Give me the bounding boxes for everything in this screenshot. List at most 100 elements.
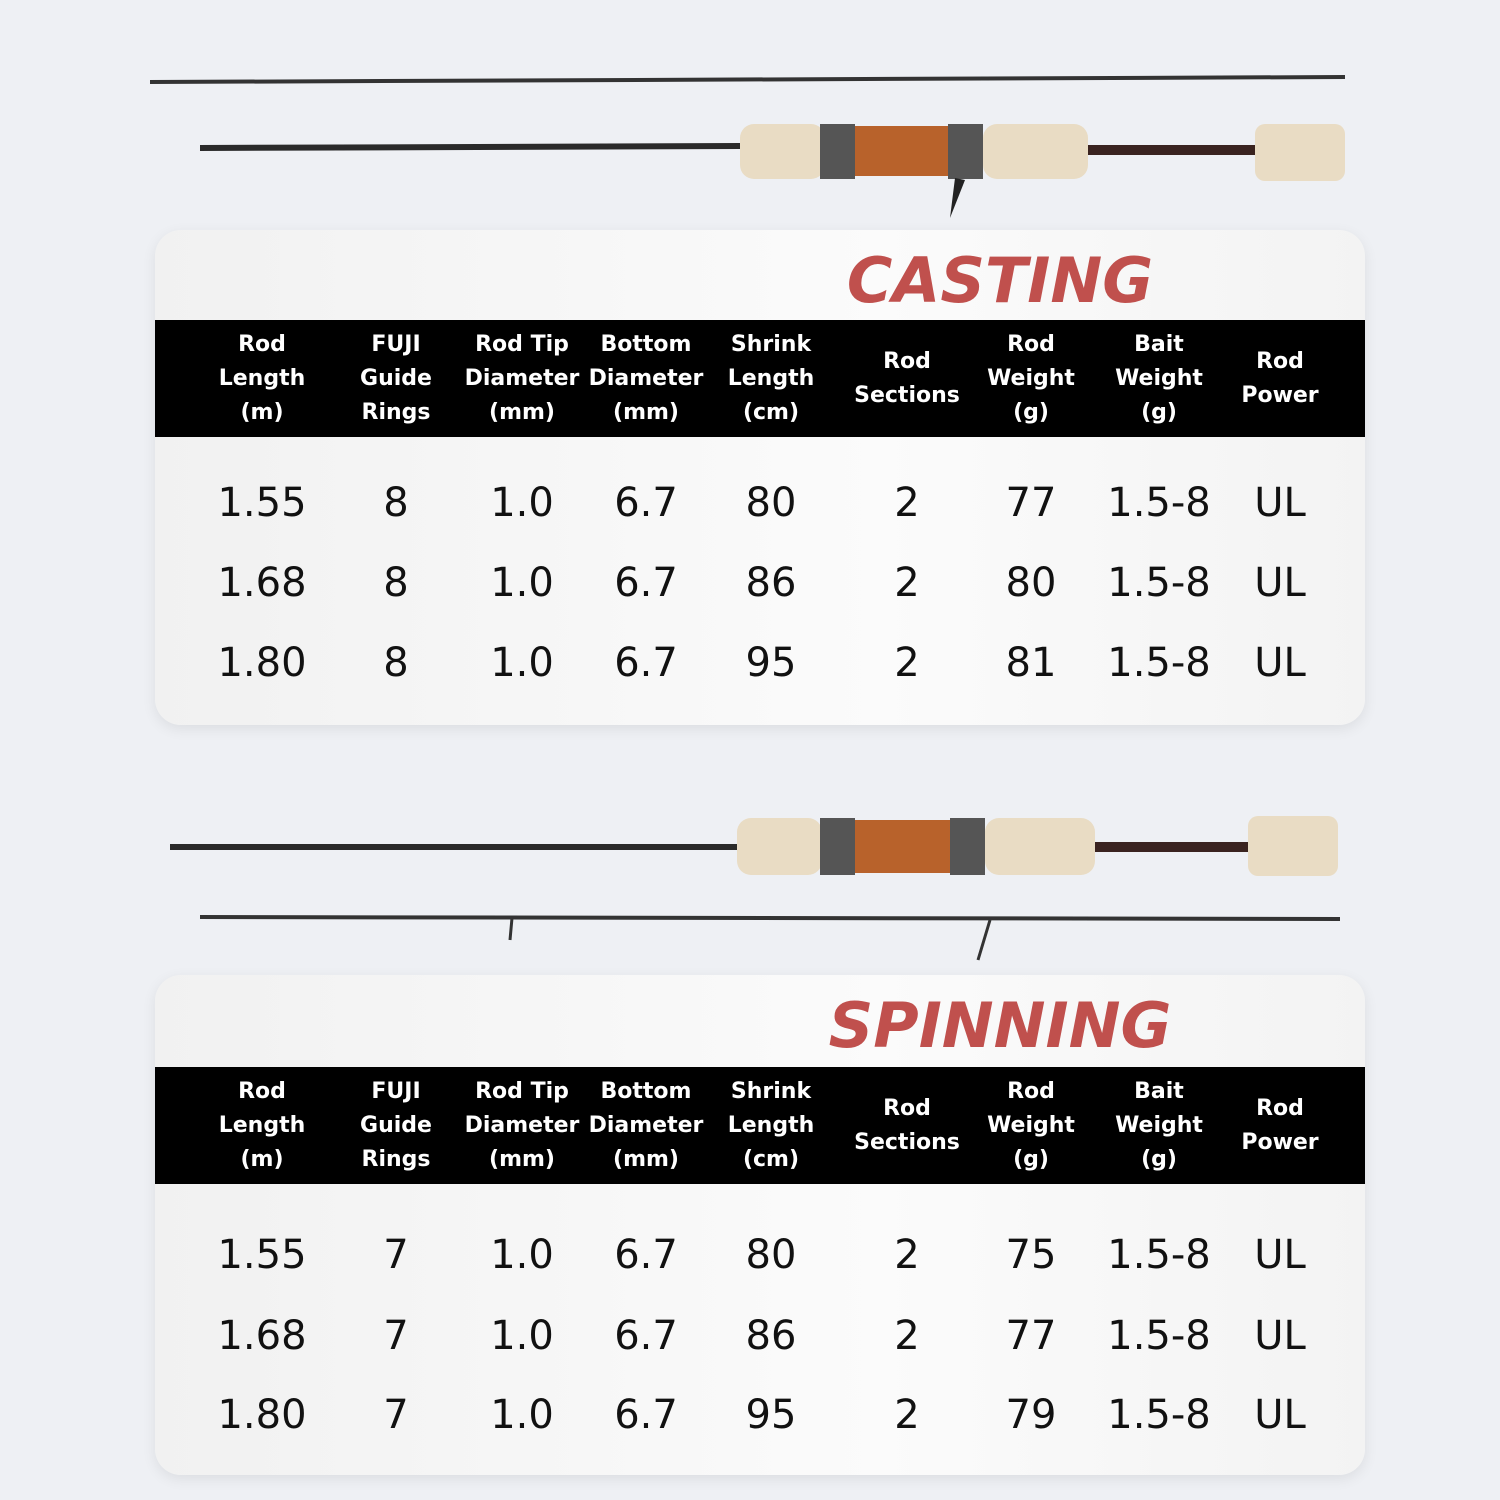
data-cell: 2 — [894, 560, 920, 606]
header-line: Guide — [360, 1112, 432, 1138]
header-line: Rod — [1256, 348, 1304, 374]
data-cell: UL — [1254, 1392, 1306, 1438]
data-cell: 6.7 — [614, 1392, 678, 1438]
header-line: Guide — [360, 365, 432, 391]
header-cell: Rod Sections — [842, 1067, 972, 1184]
casting-rod — [149, 75, 1346, 218]
header-cell: Rod Sections — [842, 320, 972, 437]
header-line: Rod — [238, 1078, 286, 1104]
header-cell: Rod Length (m) — [197, 1067, 327, 1184]
data-cell: 2 — [894, 640, 920, 686]
data-cell: 1.0 — [490, 640, 554, 686]
header-cell: Bait Weight (g) — [1094, 1067, 1224, 1184]
header-cell: Rod Weight (g) — [966, 320, 1096, 437]
header-line: (m) — [240, 399, 284, 425]
header-line: Length — [218, 365, 306, 391]
data-cell: 1.80 — [217, 1392, 307, 1438]
header-line: Sections — [854, 1129, 960, 1155]
data-cell: UL — [1254, 1313, 1306, 1359]
data-cell: 95 — [745, 640, 797, 686]
data-cell: 77 — [1005, 1313, 1057, 1359]
casting-card: CASTING Rod Length (m) FUJI Guide Rings Rod Tip… — [155, 230, 1365, 725]
header-line: Weight — [987, 365, 1075, 391]
header-line: Bait — [1134, 331, 1184, 357]
header-line: Length — [727, 365, 815, 391]
header-bar: Rod Length (m) FUJI Guide Rings Rod Tip Diamete… — [155, 320, 1365, 437]
header-line: Shrink — [730, 1078, 812, 1104]
header-line: Bottom — [600, 331, 692, 357]
header-line: (g) — [1141, 399, 1177, 425]
data-cell: 2 — [894, 480, 920, 526]
data-cell: 81 — [1005, 640, 1057, 686]
header-line: Rod — [1256, 1095, 1304, 1121]
header-line: Rod — [238, 331, 286, 357]
data-cell: 1.5-8 — [1107, 480, 1211, 526]
data-cell: 1.5-8 — [1107, 1313, 1211, 1359]
header-line: Weight — [987, 1112, 1075, 1138]
data-cell: 80 — [745, 480, 797, 526]
header-cell: Rod Length (m) — [197, 320, 327, 437]
data-cell: 2 — [894, 1392, 920, 1438]
header-line: (cm) — [742, 399, 800, 425]
table-title: CASTING — [846, 244, 1154, 317]
data-cell: 2 — [894, 1313, 920, 1359]
header-line: Length — [727, 1112, 815, 1138]
data-cell: 1.0 — [490, 1392, 554, 1438]
data-cell: 1.55 — [217, 1232, 307, 1278]
data-cell: 1.0 — [490, 480, 554, 526]
data-cell: UL — [1254, 480, 1306, 526]
header-cell: Rod Tip Diameter (mm) — [457, 320, 587, 437]
header-line: Diameter — [588, 365, 704, 391]
header-cell: FUJI Guide Rings — [331, 1067, 461, 1184]
header-line: (mm) — [613, 1146, 679, 1172]
data-cell: 1.5-8 — [1107, 640, 1211, 686]
data-cell: 1.55 — [217, 480, 307, 526]
header-line: FUJI — [371, 331, 421, 357]
data-cell: 6.7 — [614, 1232, 678, 1278]
header-line: Rod Tip — [475, 1078, 569, 1104]
data-cell: 79 — [1005, 1392, 1057, 1438]
header-line: (mm) — [489, 399, 555, 425]
header-line: Diameter — [588, 1112, 704, 1138]
header-line: Diameter — [464, 1112, 580, 1138]
data-cell: 8 — [383, 560, 409, 606]
data-cell: 86 — [745, 560, 797, 606]
header-line: (g) — [1141, 1146, 1177, 1172]
header-line: (m) — [240, 1146, 284, 1172]
data-cell: 75 — [1005, 1232, 1057, 1278]
header-line: Weight — [1115, 365, 1203, 391]
data-cell: 7 — [383, 1313, 409, 1359]
spinning-rod — [170, 816, 1341, 961]
header-line: Bait — [1134, 1078, 1184, 1104]
header-line: Sections — [854, 382, 960, 408]
header-cell: FUJI Guide Rings — [331, 320, 461, 437]
data-cell: 1.5-8 — [1107, 1232, 1211, 1278]
data-cell: 77 — [1005, 480, 1057, 526]
header-cell: Shrink Length (cm) — [706, 1067, 836, 1184]
data-cell: 1.0 — [490, 1313, 554, 1359]
header-line: (mm) — [489, 1146, 555, 1172]
data-cell: 80 — [1005, 560, 1057, 606]
header-line: Rod — [1007, 1078, 1055, 1104]
header-cell: Rod Tip Diameter (mm) — [457, 1067, 587, 1184]
data-cell: 1.68 — [217, 1313, 307, 1359]
data-cell: 8 — [383, 640, 409, 686]
data-cell: 95 — [745, 1392, 797, 1438]
header-line: Rings — [361, 399, 431, 425]
header-line: Rod — [883, 1095, 931, 1121]
data-cell: 6.7 — [614, 560, 678, 606]
data-cell: 1.68 — [217, 560, 307, 606]
header-bar: Rod Length (m) FUJI Guide Rings Rod Tip Diamete… — [155, 1067, 1365, 1184]
header-line: Weight — [1115, 1112, 1203, 1138]
header-line: (g) — [1013, 399, 1049, 425]
data-cell: 7 — [383, 1232, 409, 1278]
header-cell: Bottom Diameter (mm) — [581, 320, 711, 437]
data-cell: 1.80 — [217, 640, 307, 686]
header-cell: Bottom Diameter (mm) — [581, 1067, 711, 1184]
header-line: Length — [218, 1112, 306, 1138]
spinning-card: SPINNING Rod Length (m) FUJI Guide Rings Rod Ti… — [155, 975, 1365, 1475]
header-line: Bottom — [600, 1078, 692, 1104]
data-cell: 8 — [383, 480, 409, 526]
header-line: Power — [1241, 382, 1319, 408]
header-line: (g) — [1013, 1146, 1049, 1172]
